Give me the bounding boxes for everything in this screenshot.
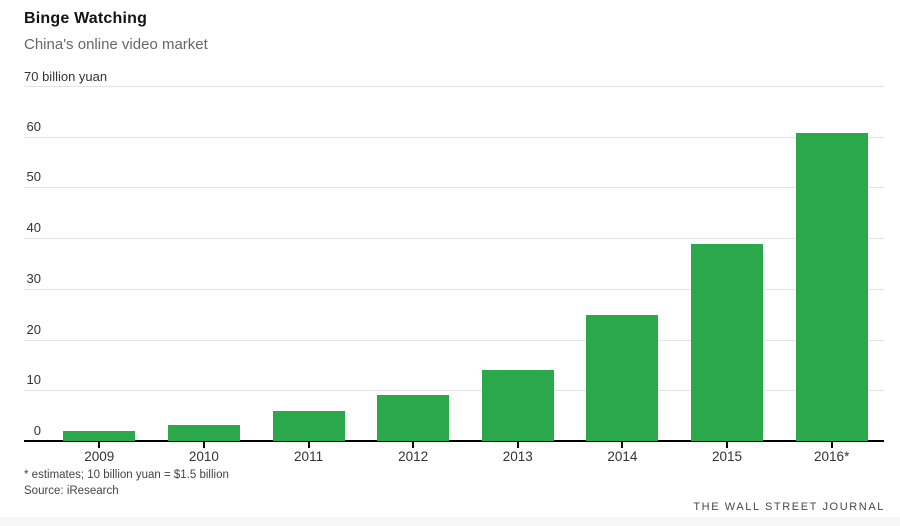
y-tick-label-30: 30 xyxy=(26,270,41,286)
chart-subtitle: China's online video market xyxy=(24,36,208,53)
gridline-40 xyxy=(24,238,884,240)
bar-2012 xyxy=(377,394,450,441)
x-tick-label-2015: 2015 xyxy=(712,449,743,464)
bar-2010 xyxy=(167,425,240,441)
x-tick-2014 xyxy=(621,442,624,448)
bar-2011 xyxy=(272,411,345,441)
x-axis-line xyxy=(24,440,884,442)
x-tick-2011 xyxy=(307,442,310,448)
y-tick-label-40: 40 xyxy=(26,220,41,236)
wsj-brand-text: THE WALL STREET JOURNAL xyxy=(693,501,885,513)
x-tick-label-2016: 2016* xyxy=(814,449,850,464)
gridline-70 xyxy=(24,86,884,87)
bottom-band xyxy=(0,517,900,526)
footnote-estimates: * estimates; 10 billion yuan = $1.5 bill… xyxy=(24,469,229,481)
gridline-20 xyxy=(24,339,884,341)
chart-title: Binge Watching xyxy=(24,10,148,27)
gridline-50 xyxy=(24,187,884,189)
bar-2015 xyxy=(691,243,764,441)
y-tick-label-50: 50 xyxy=(26,169,41,185)
y-tick-label-0: 0 xyxy=(33,423,41,438)
gridline-60 xyxy=(24,136,884,138)
x-tick-2015 xyxy=(726,442,729,448)
x-tick-2016 xyxy=(830,442,833,448)
bar-2009 xyxy=(63,430,136,441)
footnote-source: Source: iResearch xyxy=(24,485,119,497)
y-tick-label-10: 10 xyxy=(26,372,41,388)
gridline-30 xyxy=(24,288,884,290)
plot-area: 0 10 20 30 40 50 60 70 billion yuan 2009 2010 2011… xyxy=(24,70,884,464)
x-tick-label-2009: 2009 xyxy=(84,449,115,464)
y-tick-label-20: 20 xyxy=(26,321,41,337)
bar-2013 xyxy=(481,370,554,441)
x-tick-2010 xyxy=(202,442,205,448)
x-tick-label-2013: 2013 xyxy=(502,449,533,464)
gridline-10 xyxy=(24,390,884,392)
bar-2016 xyxy=(795,132,868,441)
x-tick-2013 xyxy=(516,442,519,448)
x-tick-label-2011: 2011 xyxy=(294,449,324,464)
x-tick-2012 xyxy=(412,442,415,448)
x-tick-label-2014: 2014 xyxy=(607,449,638,464)
y-tick-label-60: 60 xyxy=(26,118,41,134)
x-tick-label-2012: 2012 xyxy=(398,449,429,464)
y-axis-unit-label: 70 billion yuan xyxy=(24,69,108,84)
bar-2014 xyxy=(586,314,659,441)
x-tick-2009 xyxy=(98,442,101,448)
x-tick-label-2010: 2010 xyxy=(188,449,219,464)
